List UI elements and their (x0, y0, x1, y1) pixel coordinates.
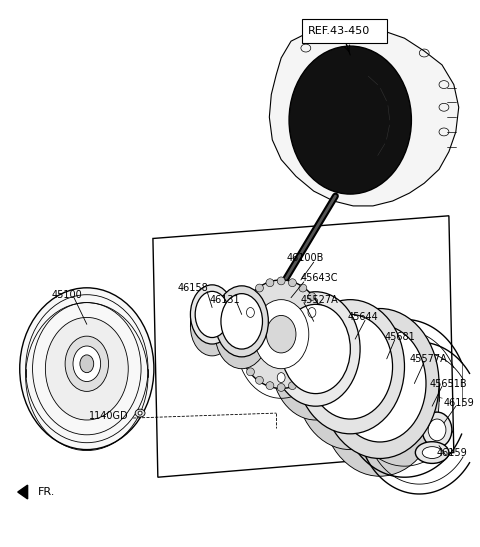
Ellipse shape (65, 336, 108, 392)
Ellipse shape (80, 355, 94, 373)
Ellipse shape (281, 304, 350, 394)
Text: REF.43-450: REF.43-450 (308, 26, 370, 36)
Text: 45644: 45644 (347, 312, 378, 322)
Ellipse shape (191, 285, 234, 344)
Text: 45577A: 45577A (409, 354, 447, 364)
Ellipse shape (246, 307, 254, 317)
Text: 45643C: 45643C (301, 273, 338, 283)
Ellipse shape (315, 304, 323, 311)
Ellipse shape (255, 284, 264, 292)
Ellipse shape (277, 383, 285, 392)
Ellipse shape (321, 326, 439, 476)
Ellipse shape (266, 316, 296, 353)
Ellipse shape (271, 292, 360, 406)
Ellipse shape (321, 309, 439, 458)
Text: 46159: 46159 (437, 447, 468, 457)
Text: FR.: FR. (37, 487, 55, 497)
Ellipse shape (235, 316, 243, 324)
Ellipse shape (266, 382, 274, 389)
Ellipse shape (308, 293, 316, 300)
Ellipse shape (277, 373, 285, 382)
Polygon shape (153, 216, 454, 477)
Ellipse shape (191, 296, 234, 356)
Ellipse shape (240, 357, 248, 365)
Ellipse shape (221, 294, 263, 349)
Ellipse shape (271, 306, 360, 420)
Ellipse shape (308, 368, 316, 376)
Ellipse shape (334, 325, 426, 442)
Text: 46159: 46159 (444, 398, 475, 408)
Ellipse shape (73, 346, 101, 381)
Ellipse shape (319, 344, 327, 352)
Ellipse shape (308, 307, 316, 317)
Text: 46100B: 46100B (286, 253, 324, 263)
Ellipse shape (135, 409, 145, 417)
Ellipse shape (296, 316, 405, 450)
Text: 45527A: 45527A (301, 295, 339, 305)
Ellipse shape (319, 316, 327, 324)
Polygon shape (269, 25, 459, 206)
Ellipse shape (247, 368, 254, 376)
Ellipse shape (215, 286, 268, 357)
Ellipse shape (415, 442, 449, 463)
Ellipse shape (277, 277, 285, 285)
Ellipse shape (299, 376, 307, 384)
Ellipse shape (428, 419, 446, 441)
Ellipse shape (235, 344, 243, 352)
Ellipse shape (215, 298, 268, 369)
Ellipse shape (195, 292, 229, 337)
FancyBboxPatch shape (302, 20, 387, 43)
Ellipse shape (138, 411, 142, 415)
Ellipse shape (20, 288, 154, 450)
Text: 45651B: 45651B (429, 379, 467, 388)
Ellipse shape (288, 279, 296, 287)
Ellipse shape (234, 330, 242, 338)
Text: 46131: 46131 (209, 295, 240, 305)
Ellipse shape (240, 304, 248, 311)
Text: 45681: 45681 (385, 332, 416, 342)
Ellipse shape (255, 376, 264, 384)
Text: 45100: 45100 (51, 290, 82, 300)
Ellipse shape (46, 317, 128, 420)
Ellipse shape (422, 447, 442, 458)
Ellipse shape (253, 300, 309, 369)
Text: 46158: 46158 (178, 283, 208, 293)
Ellipse shape (247, 293, 254, 300)
Ellipse shape (266, 279, 274, 287)
Ellipse shape (422, 412, 452, 447)
Ellipse shape (288, 382, 296, 389)
Ellipse shape (289, 46, 411, 194)
Polygon shape (18, 485, 28, 499)
Ellipse shape (308, 315, 393, 419)
Ellipse shape (296, 300, 405, 434)
Ellipse shape (299, 284, 307, 292)
Ellipse shape (315, 357, 323, 365)
Text: 1140GD: 1140GD (89, 411, 129, 421)
Ellipse shape (237, 280, 325, 388)
Ellipse shape (321, 330, 328, 338)
